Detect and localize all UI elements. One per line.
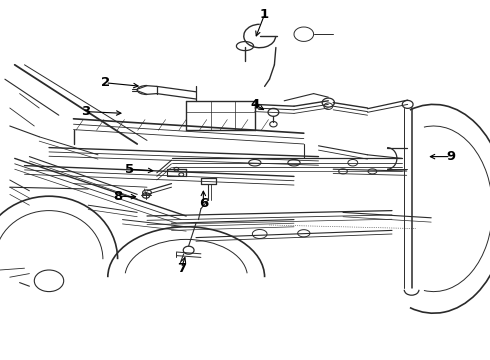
Text: 3: 3: [81, 105, 90, 118]
Text: 7: 7: [177, 262, 186, 275]
Text: 8: 8: [113, 190, 122, 203]
Text: 1: 1: [260, 8, 269, 21]
Text: 6: 6: [199, 197, 208, 210]
Text: 5: 5: [125, 163, 134, 176]
Text: 4: 4: [250, 98, 259, 111]
Text: 9: 9: [446, 150, 455, 163]
Text: 2: 2: [101, 76, 110, 89]
